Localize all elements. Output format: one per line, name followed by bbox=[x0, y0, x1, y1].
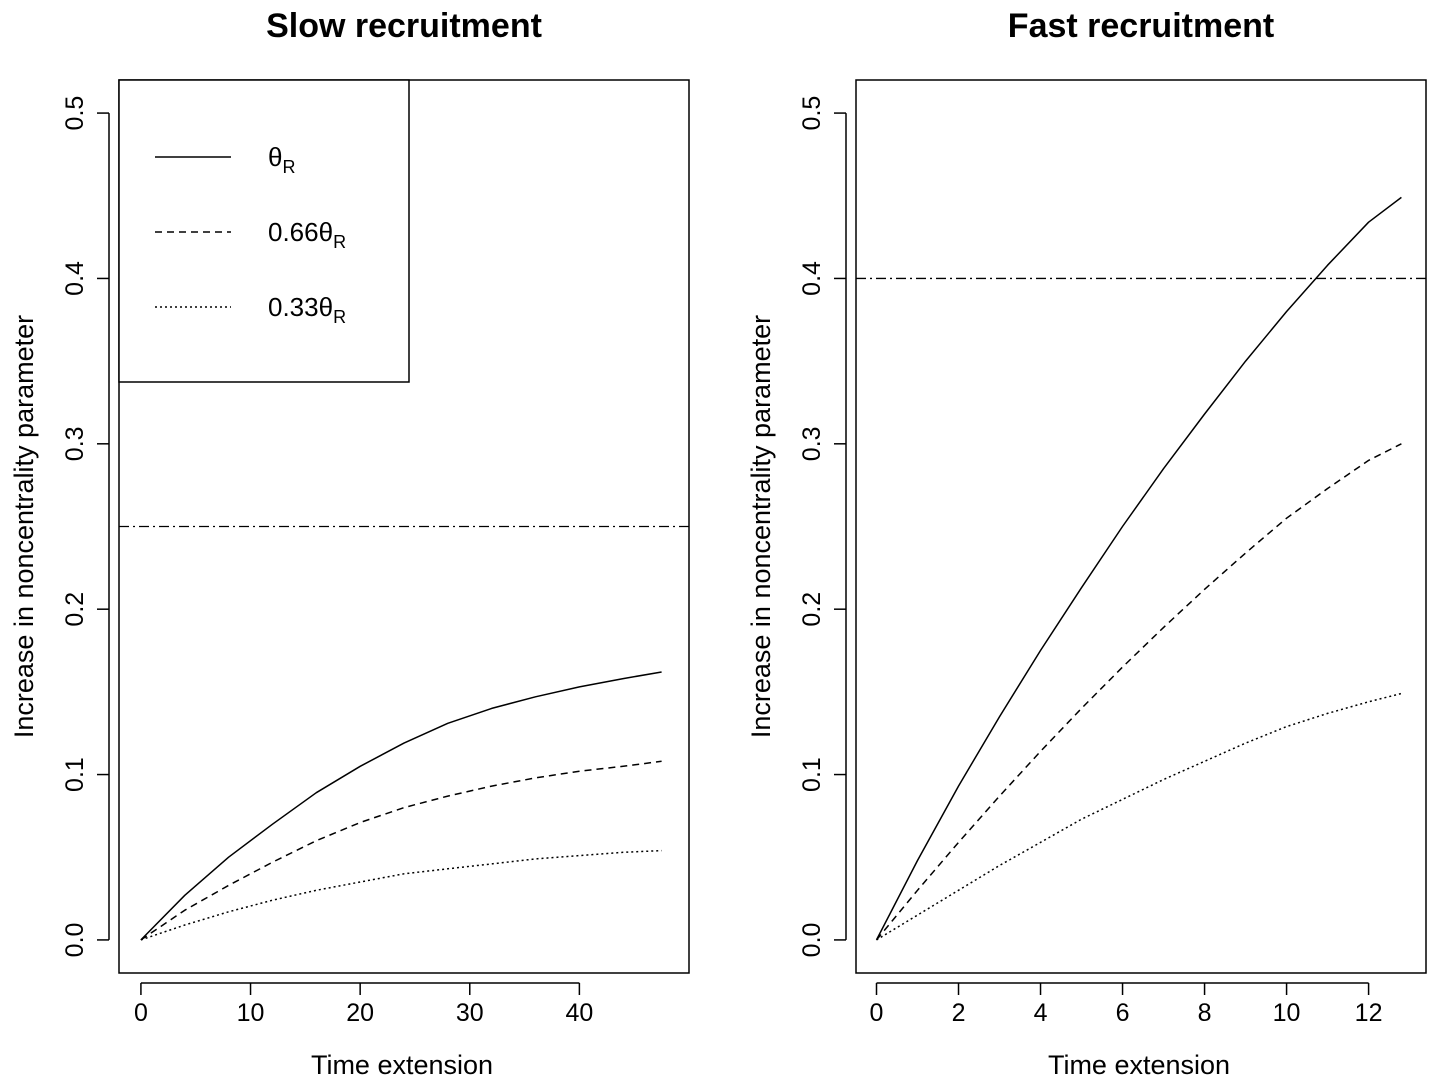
x-tick-label: 30 bbox=[456, 999, 484, 1027]
y-tick-label: 0.4 bbox=[61, 261, 89, 296]
plot-frame bbox=[855, 79, 1427, 974]
y-tick-label: 0.2 bbox=[798, 592, 826, 627]
y-axis-label: Increase in noncentrality parameter bbox=[9, 315, 39, 738]
y-tick-label: 0.0 bbox=[61, 923, 89, 958]
chart-title: Slow recruitment bbox=[266, 7, 542, 45]
y-axis-label: Increase in noncentrality parameter bbox=[746, 315, 776, 738]
x-tick-label: 6 bbox=[1116, 999, 1130, 1027]
series-line-dashed bbox=[140, 760, 662, 941]
series-line-dashed bbox=[875, 443, 1402, 941]
x-axis-label: Time extension bbox=[311, 1050, 493, 1078]
x-tick-label: 4 bbox=[1034, 999, 1048, 1027]
y-tick-label: 0.5 bbox=[798, 96, 826, 131]
series-line-solid bbox=[140, 671, 662, 941]
x-tick-label: 0 bbox=[134, 999, 148, 1027]
y-tick-label: 0.3 bbox=[61, 426, 89, 461]
x-tick-label: 40 bbox=[565, 999, 593, 1027]
x-tick-label: 2 bbox=[952, 999, 966, 1027]
x-tick-label: 20 bbox=[346, 999, 374, 1027]
legend-label: 0.66θR bbox=[268, 217, 346, 252]
legend-label: θR bbox=[268, 142, 295, 177]
y-tick-label: 0.1 bbox=[61, 757, 89, 792]
chart-title: Fast recruitment bbox=[1008, 7, 1274, 45]
x-tick-label: 8 bbox=[1198, 999, 1212, 1027]
y-tick-label: 0.2 bbox=[61, 592, 89, 627]
y-tick-label: 0.0 bbox=[798, 923, 826, 958]
y-tick-label: 0.3 bbox=[798, 426, 826, 461]
x-axis-label: Time extension bbox=[1048, 1050, 1230, 1078]
legend: θR 0.66θR 0.33θR bbox=[118, 79, 410, 383]
x-tick-label: 12 bbox=[1355, 999, 1383, 1027]
legend-label: 0.33θR bbox=[268, 292, 346, 327]
x-tick-label: 10 bbox=[1273, 999, 1301, 1027]
y-tick-label: 0.4 bbox=[798, 261, 826, 296]
series-line-dotted bbox=[876, 692, 1402, 941]
slow-recruitment-panel: Slow recruitment 0 10 20 30 40 0.0 0.1 0.2 0.3 0.4… bbox=[9, 7, 690, 1078]
y-tick-label: 0.5 bbox=[61, 96, 89, 131]
x-tick-label: 10 bbox=[237, 999, 265, 1027]
series-line-dotted bbox=[140, 849, 662, 941]
fast-recruitment-panel: Fast recruitment 0 2 4 6 8 10 12 0.0 0.1 0.2 0.3 0.4… bbox=[746, 7, 1427, 1078]
x-tick-label: 0 bbox=[870, 999, 884, 1027]
y-tick-label: 0.1 bbox=[798, 757, 826, 792]
legend-box bbox=[118, 79, 410, 383]
series-line-solid bbox=[875, 196, 1402, 941]
